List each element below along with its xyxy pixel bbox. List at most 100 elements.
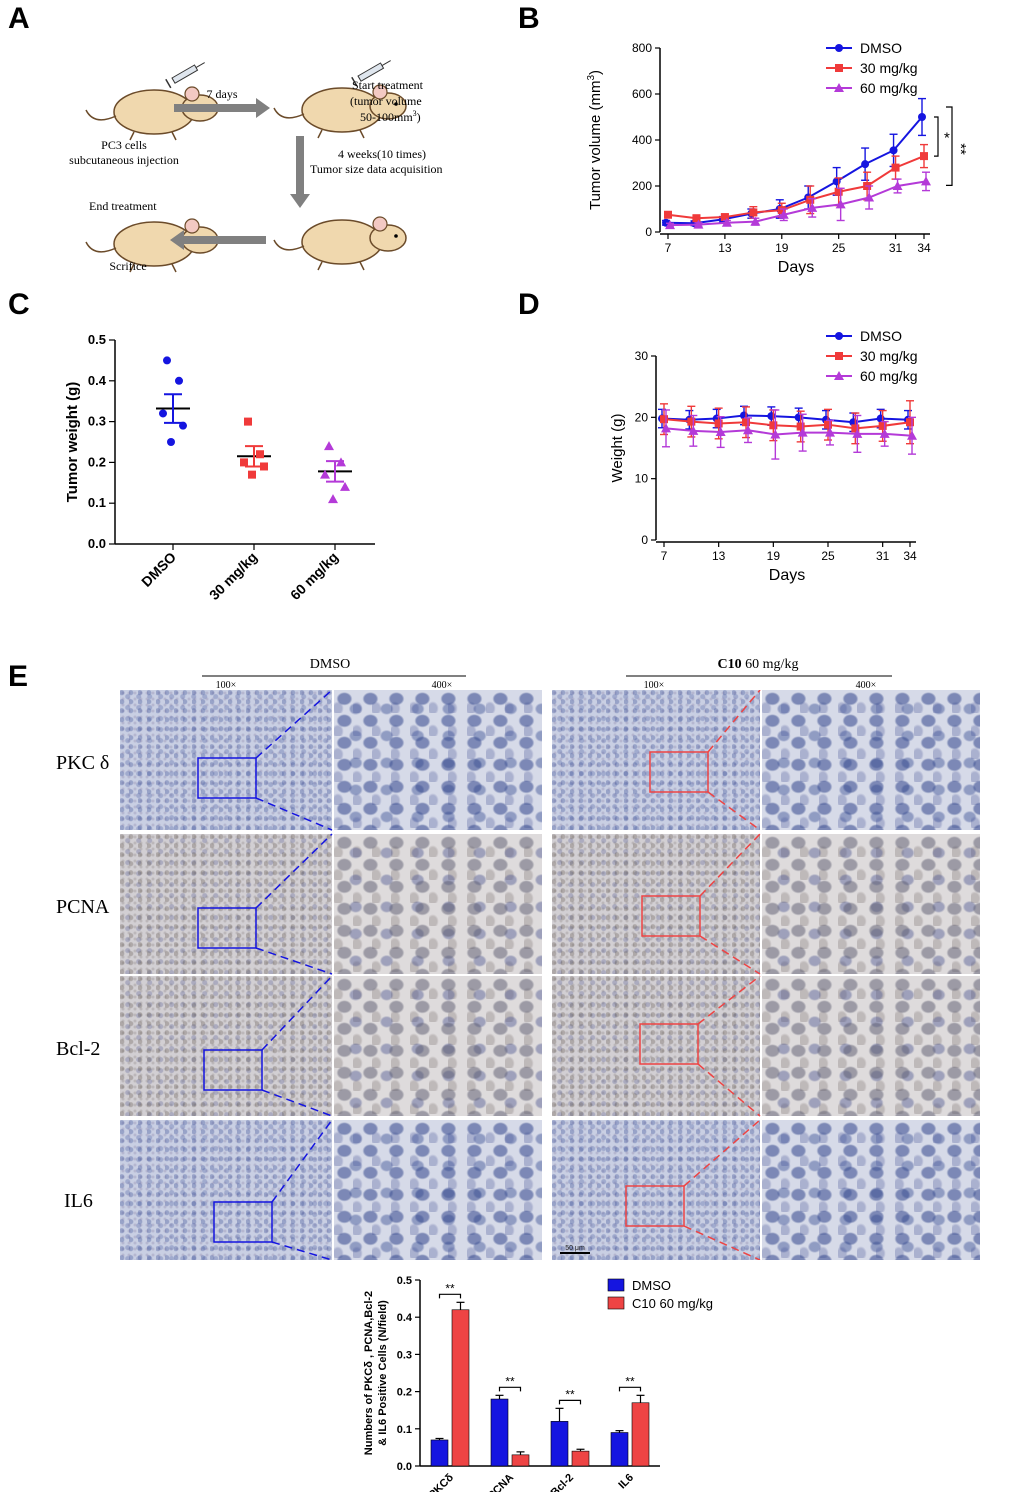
data-point xyxy=(807,202,818,212)
ihc-row-label-bcl2: Bcl-2 xyxy=(56,1038,101,1060)
legend-label: 30 mg/kg xyxy=(860,348,918,364)
legend-swatch xyxy=(607,1278,625,1292)
data-point xyxy=(864,192,875,202)
ihc-row-label-pkc: PKC δ xyxy=(56,752,110,774)
x-tick-label: 19 xyxy=(767,549,781,563)
ihc-tile xyxy=(762,834,980,974)
legend-label: 60 mg/kg xyxy=(860,80,918,96)
ihc-tile xyxy=(334,834,542,974)
x-tick-label: 25 xyxy=(832,241,846,255)
ihc-tile xyxy=(552,976,760,1116)
legend-marker xyxy=(834,371,844,380)
ihc-group-2: C10 60 mg/kg xyxy=(718,657,799,672)
data-point xyxy=(891,163,900,172)
y-tick-label: 400 xyxy=(632,133,652,147)
series-line xyxy=(665,116,923,225)
legend-marker xyxy=(835,352,843,360)
panel-label-b: B xyxy=(518,2,540,35)
y-axis-label: Tumor volume (mm3) xyxy=(586,70,604,210)
arrow-1-label: 7 days xyxy=(207,87,238,101)
zoom-line xyxy=(271,1119,333,1203)
y-tick-label: 0.2 xyxy=(88,454,106,469)
data-point xyxy=(769,421,778,430)
significance-mark: * xyxy=(944,130,950,147)
y-axis-label: & IL6 Positive Cells (N/field) xyxy=(377,1300,389,1446)
data-point xyxy=(336,457,346,467)
series-line xyxy=(667,155,925,220)
zoom-box xyxy=(197,757,257,799)
y-tick-label: 200 xyxy=(632,179,652,193)
syringe-1-icon xyxy=(165,57,208,89)
data-point xyxy=(159,409,167,418)
zoom-line xyxy=(255,690,333,759)
zoom-line xyxy=(255,833,333,909)
ihc-tile xyxy=(120,1120,332,1260)
zoom-line xyxy=(697,1063,761,1117)
data-point xyxy=(778,209,789,219)
zoom-line xyxy=(261,975,333,1051)
significance-bracket xyxy=(946,106,953,186)
zoom-line xyxy=(699,935,761,975)
y-tick-label: 0.0 xyxy=(88,536,106,551)
data-point xyxy=(340,481,350,491)
y-tick-label: 0.1 xyxy=(397,1424,412,1436)
zoom-box xyxy=(197,907,257,949)
y-tick-label: 0.4 xyxy=(88,373,107,388)
legend-label: 30 mg/kg xyxy=(860,60,918,76)
x-tick-label: DMSO xyxy=(138,549,179,590)
end-treatment-label: End treatment xyxy=(89,199,157,213)
data-point xyxy=(320,469,330,479)
start-label-2: (tumor volume xyxy=(350,94,422,108)
legend-label: DMSO xyxy=(632,1278,671,1293)
data-point xyxy=(921,176,931,186)
data-point xyxy=(244,417,252,426)
legend-label: DMSO xyxy=(860,40,902,56)
data-point xyxy=(687,417,696,426)
zoom-box xyxy=(213,1201,273,1243)
significance-mark: ** xyxy=(445,1281,455,1295)
panel-label-d: D xyxy=(518,288,540,321)
data-point xyxy=(767,412,776,421)
bar xyxy=(430,1439,449,1467)
x-tick-label: 13 xyxy=(718,241,732,255)
data-point xyxy=(892,181,903,190)
data-point xyxy=(777,206,786,215)
y-tick-label: 0 xyxy=(641,533,648,547)
data-point xyxy=(715,427,726,437)
ihc-tile xyxy=(120,976,332,1116)
bar xyxy=(571,1450,590,1467)
start-label-3: 50-100mm3) xyxy=(360,109,421,124)
panel-label-e: E xyxy=(8,660,29,693)
significance-mark: ** xyxy=(952,143,969,155)
significance-bracket xyxy=(558,1399,582,1405)
data-point xyxy=(749,208,758,217)
ihc-mag-low-1: 100× xyxy=(216,680,237,690)
zoom-line xyxy=(271,1241,333,1260)
zoom-box xyxy=(639,1023,699,1065)
chart-d-body-weight: 0 10 20 30 7 13 19 25 31 34 Days Weight (g) DMSO 30 m… xyxy=(609,328,918,584)
zoom-line xyxy=(261,1089,333,1117)
x-tick-label: IL6 xyxy=(616,1472,636,1492)
bar xyxy=(550,1421,569,1467)
data-point xyxy=(835,199,846,209)
y-tick-label: 600 xyxy=(632,87,652,101)
ihc-mag-low-2: 100× xyxy=(644,680,665,690)
weeks-label-1: 4 weeks(10 times) xyxy=(338,147,426,161)
data-point xyxy=(918,113,926,121)
data-point xyxy=(878,421,887,430)
data-point xyxy=(861,160,870,169)
x-tick-label: PKCδ xyxy=(426,1471,456,1492)
data-point xyxy=(693,219,704,229)
data-point xyxy=(852,428,863,438)
bar xyxy=(511,1454,530,1467)
x-tick-label: Bcl-2 xyxy=(549,1472,577,1492)
data-point xyxy=(879,428,890,438)
series-line xyxy=(665,427,913,437)
y-tick-label: 10 xyxy=(635,472,649,486)
arrow-down-icon xyxy=(290,136,310,208)
x-tick-label: 13 xyxy=(712,549,726,563)
x-tick-label: 34 xyxy=(903,549,917,563)
data-point xyxy=(797,427,808,437)
zoom-box xyxy=(649,751,709,793)
data-point xyxy=(664,210,672,219)
